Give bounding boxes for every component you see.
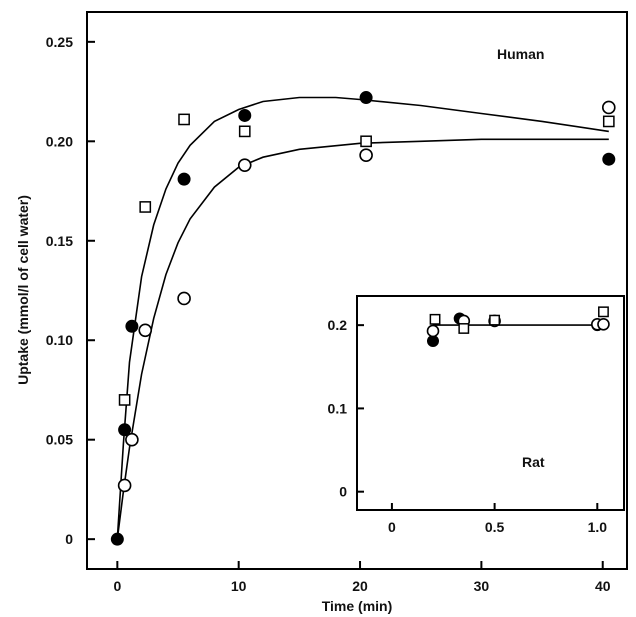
inset-x-tick-label: 0.5 bbox=[485, 519, 505, 535]
main-point-filled-circle bbox=[118, 423, 132, 437]
inset-y-axis: 0 0.1 0.2 bbox=[328, 317, 364, 500]
panel-label-human: Human bbox=[497, 46, 544, 62]
main-point-open-circle bbox=[359, 148, 373, 163]
main-point-filled-circle bbox=[177, 172, 191, 186]
main-y-tick-label: 0.25 bbox=[46, 34, 73, 50]
inset-data-points bbox=[426, 306, 610, 347]
main-fit-curve bbox=[116, 138, 609, 540]
main-point-open-circle bbox=[601, 100, 616, 115]
main-panel: 00.050.100.150.200.25 0 10 20 30 40 Human Ti… bbox=[15, 11, 628, 614]
main-point-filled-circle bbox=[125, 319, 139, 333]
main-fit-curve bbox=[116, 96, 609, 540]
x-axis-title: Time (min) bbox=[322, 598, 393, 614]
main-point-open-square bbox=[118, 394, 131, 406]
main-y-tick-label: 0 bbox=[65, 531, 73, 547]
main-fit-curves bbox=[116, 96, 609, 540]
main-x-tick-label: 20 bbox=[352, 578, 368, 594]
inset-y-tick-label: 0.2 bbox=[328, 317, 348, 333]
main-point-filled-circle bbox=[602, 152, 616, 166]
main-point-open-circle bbox=[177, 291, 191, 306]
main-plot-frame bbox=[86, 11, 628, 570]
main-point-open-circle bbox=[138, 323, 153, 338]
inset-x-tick-label: 0 bbox=[388, 519, 396, 535]
inset-point-open-square bbox=[489, 314, 501, 326]
y-axis-title: Uptake (mmol/l of cell water) bbox=[15, 195, 31, 385]
inset-point-open-square bbox=[458, 323, 470, 334]
main-x-tick-label: 30 bbox=[474, 578, 490, 594]
main-point-filled-circle bbox=[359, 91, 373, 105]
inset-point-open-square bbox=[429, 313, 441, 325]
main-point-open-circle bbox=[125, 432, 139, 447]
inset-y-tick-label: 0.1 bbox=[328, 400, 348, 416]
main-data-points bbox=[110, 91, 616, 546]
main-x-tick-label: 40 bbox=[595, 578, 611, 594]
main-point-open-square bbox=[139, 201, 152, 213]
main-y-tick-label: 0.15 bbox=[46, 233, 73, 249]
inset-x-axis: 0 0.5 1.0 bbox=[388, 503, 607, 535]
main-y-tick-label: 0.05 bbox=[46, 432, 73, 448]
main-point-open-square bbox=[238, 125, 251, 138]
main-y-tick-label: 0.20 bbox=[46, 133, 73, 149]
main-point-open-circle bbox=[237, 158, 252, 172]
main-y-axis: 0 0.05 0.10 0.15 0.20 0.25 bbox=[46, 34, 95, 547]
main-point-open-square bbox=[602, 115, 615, 128]
inset-x-tick-label: 1.0 bbox=[588, 519, 608, 535]
inset-panel: 0 0.1 0.2 0 0.5 1.0 Rat bbox=[328, 295, 625, 535]
main-point-open-square bbox=[178, 113, 190, 126]
main-point-filled-circle bbox=[238, 108, 252, 122]
main-x-axis: 0 10 20 30 40 bbox=[113, 561, 611, 594]
inset-point-open-circle bbox=[597, 318, 610, 331]
main-x-tick-label: 10 bbox=[231, 578, 247, 594]
main-point-open-circle bbox=[117, 478, 132, 493]
inset-y-tick-label: 0 bbox=[339, 484, 347, 500]
inset-point-open-square bbox=[598, 306, 609, 318]
main-point-open-square bbox=[360, 135, 372, 148]
main-y-tick-label: 0.10 bbox=[46, 332, 73, 348]
inset-point-open-circle bbox=[426, 324, 440, 338]
main-x-tick-label: 0 bbox=[113, 578, 121, 594]
panel-label-rat: Rat bbox=[522, 454, 545, 470]
inset-plot-frame bbox=[356, 295, 625, 511]
main-point-filled-circle bbox=[110, 532, 124, 546]
